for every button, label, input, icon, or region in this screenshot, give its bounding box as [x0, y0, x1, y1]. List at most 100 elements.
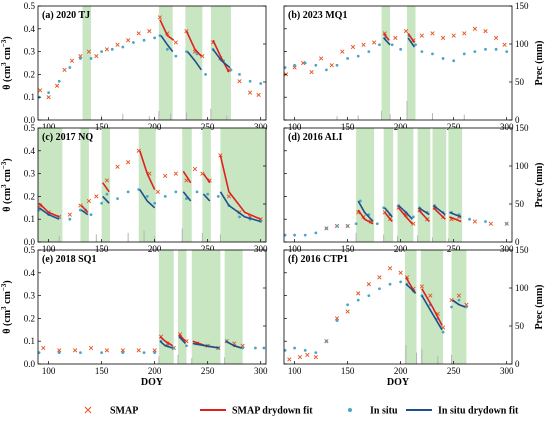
prec-tick-label: 50	[515, 321, 525, 331]
smap-point	[318, 56, 324, 61]
smap-point	[94, 54, 99, 59]
insitu-point	[185, 197, 188, 201]
insitu-drydown-fit	[178, 336, 186, 345]
smap-point	[94, 194, 99, 199]
insitu-drydown-fit	[202, 193, 211, 202]
insitu-point	[100, 201, 104, 205]
insitu-point	[335, 319, 339, 323]
drydown-band	[185, 6, 203, 120]
smap-point	[483, 28, 488, 34]
smap-point	[177, 332, 183, 337]
smap-point	[382, 31, 387, 36]
drydown-band	[80, 128, 89, 242]
insitu-point	[465, 305, 468, 309]
smap-point	[226, 194, 232, 199]
x-tick-label: 250	[447, 244, 461, 254]
insitu-point	[358, 199, 362, 203]
smap-drydown-fit	[397, 207, 413, 225]
x-tick-label: 100	[288, 122, 302, 132]
smap-point	[126, 160, 131, 165]
panel-plot-area	[38, 250, 266, 364]
insitu-drydown-fit	[421, 295, 443, 331]
insitu-point	[356, 298, 360, 302]
y-axis-label-part: θ (cm	[2, 309, 13, 333]
smap-point	[419, 284, 424, 289]
smap-point	[292, 65, 297, 70]
x-tick-label: 250	[447, 366, 461, 376]
insitu-point	[142, 38, 146, 42]
smap-point	[157, 15, 163, 20]
insitu-point	[79, 351, 82, 354]
insitu-point	[284, 66, 287, 69]
insitu-point	[457, 298, 461, 302]
insitu-point	[441, 330, 445, 334]
insitu-point	[195, 190, 199, 194]
insitu-point	[473, 50, 477, 53]
y-tick-label: 0.2	[24, 313, 35, 323]
x-tick-label: 200	[148, 366, 162, 376]
smap-point	[329, 63, 334, 68]
smap-point	[361, 42, 366, 47]
smap-drydown-fit	[159, 19, 175, 41]
drydown-band	[38, 128, 63, 242]
drydown-band	[451, 250, 467, 364]
y-tick-label: 0.4	[24, 268, 36, 278]
insitu-point	[303, 348, 307, 352]
panel-frame	[283, 249, 513, 365]
smap-drydown-fit	[185, 30, 202, 57]
insitu-point	[284, 348, 287, 352]
smap-drydown-fit	[421, 288, 443, 326]
smap-drydown-fit	[212, 39, 230, 73]
prec-axis-label: Prec (mm)	[534, 162, 545, 207]
insitu-point	[121, 45, 125, 49]
smap-drydown-fit	[357, 209, 374, 225]
insitu-drydown-fit	[452, 299, 466, 308]
smap-drydown-fit	[182, 170, 192, 184]
legend-smap-marker	[84, 406, 92, 414]
smap-point	[115, 164, 120, 169]
smap-point	[313, 355, 318, 360]
smap-point	[372, 40, 377, 45]
y-tick-label: 0.3	[24, 169, 36, 179]
smap-drydown-fit	[159, 335, 174, 347]
insitu-drydown-fit	[384, 207, 393, 218]
smap-point	[472, 219, 478, 224]
panel-1: 100 150 200 250 300 0.0 0.1 0.2 0.3 0.4 0.5 (a) 202…	[0, 1, 268, 132]
drydown-band	[448, 128, 463, 242]
smap-point	[54, 83, 60, 88]
panel-title: (f) 2016 CTP1	[288, 254, 348, 265]
insitu-point	[68, 66, 72, 69]
insitu-point	[153, 201, 157, 205]
panel-frame	[37, 5, 267, 121]
smap-point	[136, 31, 141, 36]
insitu-drydown-fit	[159, 340, 173, 349]
insitu-point	[367, 50, 371, 53]
insitu-point	[335, 224, 339, 228]
smap-point	[57, 348, 62, 353]
x-tick-label: 200	[148, 122, 162, 132]
insitu-point	[325, 226, 328, 230]
smap-point	[136, 348, 141, 353]
smap-point	[451, 33, 456, 38]
drydown-band	[138, 128, 156, 242]
y-axis-label: θ (cm3 cm−3)	[0, 36, 13, 89]
insitu-point	[153, 351, 157, 354]
x-tick-label: 250	[201, 366, 215, 376]
smap-point	[173, 40, 178, 45]
insitu-point	[420, 50, 424, 53]
insitu-point	[375, 222, 379, 226]
prec-tick-label: 100	[515, 39, 529, 49]
insitu-point	[105, 192, 109, 196]
insitu-point	[142, 351, 146, 354]
x-tick-label: 150	[95, 122, 109, 132]
insitu-point	[303, 233, 307, 237]
smap-point	[377, 275, 382, 280]
smap-point	[155, 189, 160, 194]
insitu-point	[174, 190, 178, 194]
insitu-point	[259, 82, 263, 85]
smap-point	[88, 345, 94, 351]
y-axis-label-part: cm	[2, 46, 13, 62]
insitu-drydown-fit	[449, 211, 462, 218]
smap-point	[126, 38, 131, 43]
insitu-point	[484, 47, 487, 51]
